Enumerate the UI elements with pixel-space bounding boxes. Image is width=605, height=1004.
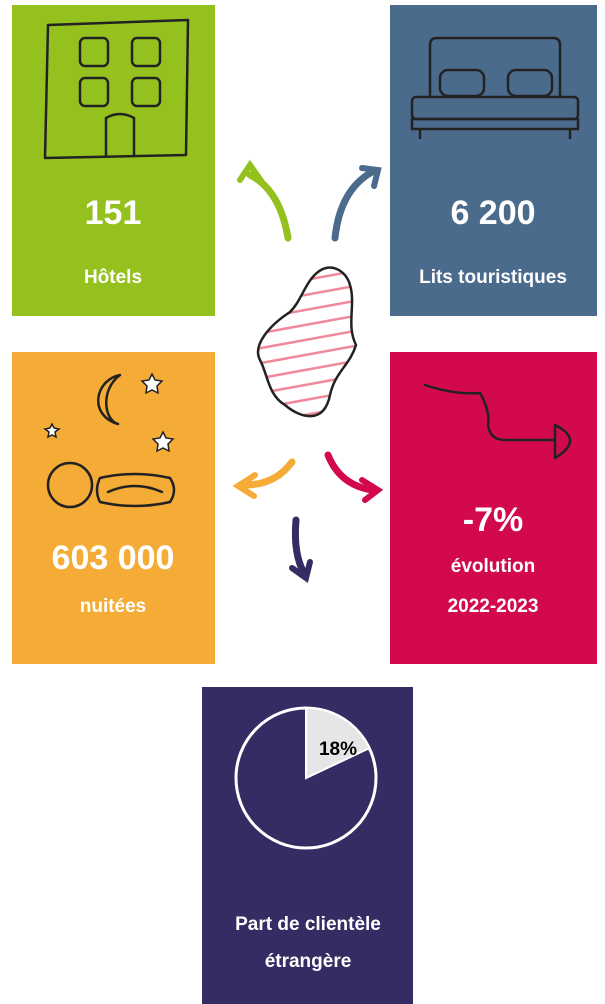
tile-beds [390, 5, 597, 316]
tile-label: Hôtels [84, 267, 142, 288]
tile-label: nuitées [80, 596, 147, 617]
bed-icon [410, 36, 580, 140]
pie-slice [305, 706, 371, 780]
arrows [232, 159, 384, 584]
tile-value: -7% [463, 501, 523, 539]
tile-label: Lits touristiques [419, 267, 567, 288]
tile-label: Part de clientèle [235, 914, 381, 935]
tile-value: 603 000 [52, 539, 175, 577]
tile-hotels [12, 5, 215, 316]
tile-sublabel: 2022-2023 [448, 596, 539, 617]
pie-label: 18% [319, 739, 357, 760]
tile-value: 151 [85, 194, 142, 232]
night-icon [43, 372, 176, 509]
hotel-icon [43, 18, 190, 160]
tile-nights [12, 352, 215, 664]
tile-value: 6 200 [450, 194, 535, 232]
tile-label: évolution [451, 556, 535, 577]
map-icon [257, 266, 358, 418]
tile-evolution [390, 352, 597, 664]
trend-icon [423, 383, 572, 460]
tile-label: étrangère [265, 951, 352, 972]
